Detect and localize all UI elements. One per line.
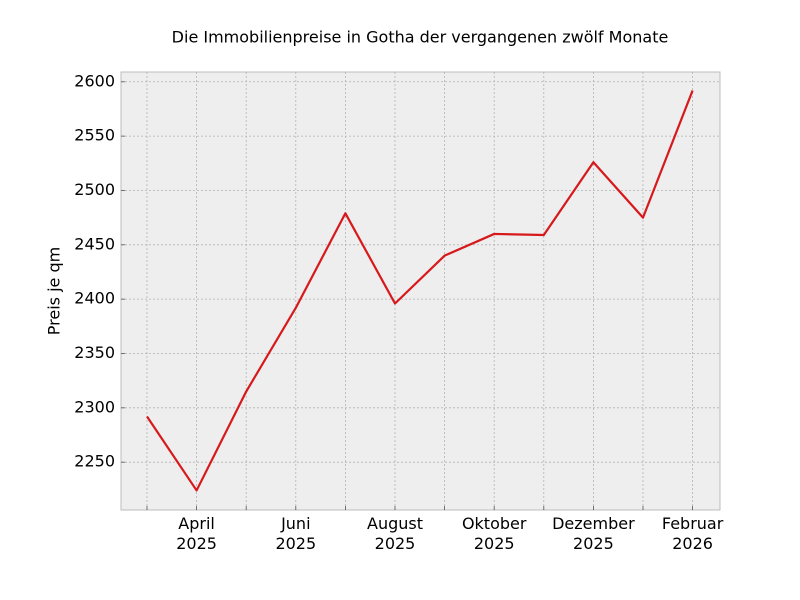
x-tick-label-line: Oktober <box>462 514 527 533</box>
x-tick-label-line: 2026 <box>672 534 713 553</box>
x-tick-label: Juni 2025 <box>275 514 316 553</box>
x-tick-label-line: 2025 <box>275 534 316 553</box>
y-tick-label: 2400 <box>74 289 115 308</box>
x-tick-label-line: 2025 <box>176 534 217 553</box>
x-tick-label: April 2025 <box>176 514 217 553</box>
x-tick-label: Februar 2026 <box>662 514 724 553</box>
x-tick-label: Dezember 2025 <box>552 514 635 553</box>
x-tick-label-line: August <box>367 514 423 533</box>
x-tick-label-line: April <box>178 514 215 533</box>
y-tick-label: 2250 <box>74 452 115 471</box>
y-tick-label: 2300 <box>74 397 115 416</box>
y-tick-label: 2500 <box>74 180 115 199</box>
y-tick-label: 2450 <box>74 234 115 253</box>
x-tick-label: August 2025 <box>367 514 423 553</box>
x-tick-label-line: 2025 <box>573 534 614 553</box>
x-tick-label-line: 2025 <box>375 534 416 553</box>
y-tick-label: 2550 <box>74 126 115 145</box>
y-tick-label: 2600 <box>74 71 115 90</box>
x-tick-label: Oktober 2025 <box>462 514 527 553</box>
y-axis-label: Preis je qm <box>45 247 64 335</box>
x-tick-label-line: Juni <box>280 514 310 533</box>
chart-title: Die Immobilienpreise in Gotha der vergan… <box>172 28 669 47</box>
x-tick-label-line: Februar <box>662 514 724 533</box>
line-series <box>146 90 694 492</box>
plot-area <box>120 71 721 511</box>
x-tick-label-line: 2025 <box>474 534 515 553</box>
x-tick-label-line: Dezember <box>552 514 635 533</box>
y-tick-label: 2350 <box>74 343 115 362</box>
